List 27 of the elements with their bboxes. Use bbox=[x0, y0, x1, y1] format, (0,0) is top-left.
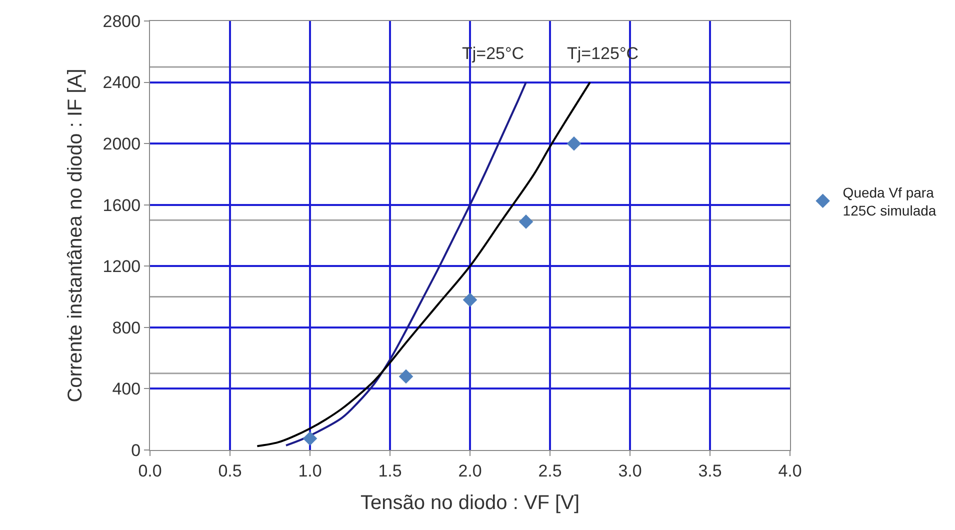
legend-label: Queda Vf para 125C simulada bbox=[842, 184, 936, 218]
x-tick-label: 4.0 bbox=[778, 461, 802, 480]
x-tick-label: 2.0 bbox=[458, 461, 482, 480]
y-tick-label: 1200 bbox=[102, 257, 141, 276]
x-tick-label: 3.5 bbox=[698, 461, 722, 480]
line-series bbox=[285, 81, 527, 446]
y-tick-label: 800 bbox=[112, 318, 141, 338]
y-tick-label: 2800 bbox=[102, 12, 141, 31]
point bbox=[398, 369, 414, 384]
x-tick-label: 0.5 bbox=[218, 461, 242, 480]
x-tick-label: 0.0 bbox=[138, 461, 162, 480]
y-tick-label: 2400 bbox=[102, 73, 141, 92]
y-tick-label: 2000 bbox=[102, 134, 141, 154]
point bbox=[462, 292, 478, 307]
x-axis-title: Tensão no diodo : VF [V] bbox=[360, 492, 580, 514]
point bbox=[302, 431, 318, 446]
y-tick-label: 1600 bbox=[102, 196, 141, 215]
y-tick-label: 0 bbox=[131, 440, 141, 460]
point bbox=[518, 214, 534, 229]
x-tick-label: 3.0 bbox=[618, 461, 642, 480]
x-tick-label: 1.5 bbox=[378, 461, 402, 480]
y-tick-label: 400 bbox=[112, 380, 141, 399]
x-tick-label: 1.0 bbox=[298, 461, 322, 480]
point bbox=[566, 136, 582, 151]
y-axis-title: Corrente instantânea no diodo : IF [A] bbox=[64, 68, 86, 402]
line-series bbox=[256, 81, 591, 448]
x-tick-label: 2.5 bbox=[538, 461, 562, 480]
